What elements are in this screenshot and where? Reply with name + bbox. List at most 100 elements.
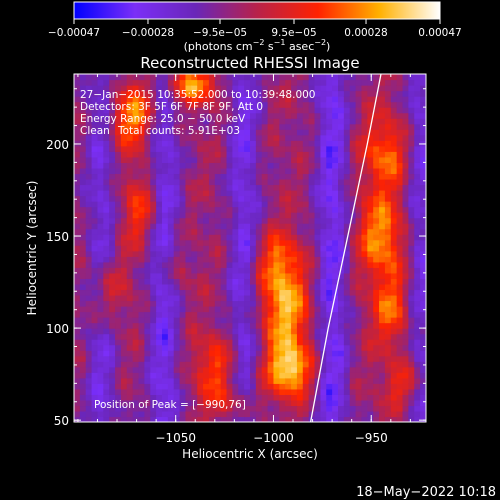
heatmap-cell: [332, 361, 339, 368]
heatmap-cell: [361, 140, 368, 147]
heatmap-cell: [138, 311, 145, 318]
heatmap-cell: [97, 267, 104, 274]
heatmap-cell: [402, 173, 409, 180]
heatmap-cell: [238, 322, 245, 329]
heatmap-cell: [361, 85, 368, 92]
heatmap-cell: [156, 394, 163, 401]
heatmap-cell: [302, 394, 310, 401]
heatmap-cell: [379, 190, 386, 197]
heatmap-cell: [396, 228, 404, 235]
heatmap-cell: [238, 234, 245, 241]
heatmap-cell: [338, 190, 345, 197]
heatmap-cell: [291, 96, 298, 103]
heatmap-cell: [220, 300, 228, 307]
heatmap-cell: [332, 245, 339, 252]
heatmap-cell: [361, 234, 368, 241]
heatmap-cell: [109, 256, 116, 263]
heatmap-cell: [150, 107, 157, 114]
heatmap-cell: [267, 223, 275, 230]
heatmap-cell: [179, 322, 187, 329]
heatmap-cell: [343, 228, 351, 235]
heatmap-cell: [244, 366, 251, 373]
heatmap-cell: [132, 162, 140, 169]
heatmap-cell: [197, 228, 204, 235]
heatmap-cell: [74, 306, 81, 313]
heatmap-cell: [326, 167, 333, 175]
heatmap-cell: [408, 212, 415, 219]
heatmap-cell: [384, 272, 392, 279]
heatmap-cell: [232, 350, 239, 357]
heatmap-cell: [74, 372, 81, 379]
heatmap-cell: [126, 107, 134, 114]
heatmap-cell: [191, 96, 198, 103]
heatmap-cell: [132, 317, 140, 324]
heatmap-cell: [156, 217, 163, 224]
heatmap-cell: [156, 377, 163, 384]
heatmap-cell: [226, 294, 233, 302]
heatmap-cell: [85, 377, 93, 384]
heatmap-cell: [314, 239, 321, 246]
heatmap-cell: [138, 184, 145, 191]
heatmap-cell: [120, 311, 128, 318]
heatmap-cell: [384, 107, 392, 114]
heatmap-cell: [396, 399, 404, 407]
heatmap-cell: [420, 317, 426, 324]
heatmap-cell: [79, 361, 87, 368]
heatmap-cell: [349, 151, 357, 158]
heatmap-cell: [132, 250, 140, 257]
heatmap-cell: [291, 366, 298, 373]
heatmap-cell: [132, 118, 140, 125]
heatmap-cell: [296, 339, 304, 346]
heatmap-cell: [85, 383, 93, 390]
heatmap-cell: [115, 322, 122, 329]
heatmap-cell: [173, 151, 181, 158]
heatmap-cell: [338, 289, 345, 296]
heatmap-cell: [120, 278, 128, 285]
heatmap-cell: [214, 190, 222, 197]
heatmap-cell: [162, 190, 169, 197]
heatmap-cell: [238, 206, 245, 213]
heatmap-cell: [109, 377, 116, 384]
heatmap-cell: [384, 178, 392, 186]
annotation-energy-range: Energy Range: 25.0 − 50.0 keV: [80, 113, 246, 125]
heatmap-cell: [326, 217, 333, 224]
heatmap-cell: [250, 394, 257, 401]
heatmap-cell: [226, 79, 233, 86]
heatmap-cell: [308, 372, 316, 379]
heatmap-cell: [250, 350, 257, 357]
heatmap-cell: [126, 361, 134, 368]
heatmap-cell: [85, 107, 93, 114]
heatmap-cell: [85, 405, 93, 412]
heatmap-cell: [220, 206, 228, 213]
heatmap-cell: [314, 366, 321, 373]
heatmap-cell: [162, 366, 169, 373]
heatmap-cell: [296, 162, 304, 169]
heatmap-cell: [314, 79, 321, 86]
heatmap-cell: [167, 184, 175, 191]
heatmap-cell: [214, 90, 222, 97]
heatmap-cell: [179, 350, 187, 357]
heatmap-cell: [414, 195, 421, 202]
heatmap-cell: [91, 328, 99, 335]
heatmap-cell: [408, 206, 415, 213]
heatmap-cell: [261, 250, 269, 257]
heatmap-cell: [85, 151, 93, 158]
heatmap-cell: [179, 206, 187, 213]
heatmap-cell: [197, 245, 204, 252]
heatmap-cell: [414, 228, 421, 235]
heatmap-cell: [197, 173, 204, 180]
heatmap-cell: [156, 339, 163, 346]
heatmap-cell: [326, 366, 333, 373]
heatmap-cell: [379, 328, 386, 335]
heatmap-cell: [91, 217, 99, 224]
heatmap-cell: [255, 96, 263, 103]
heatmap-cell: [384, 101, 392, 108]
heatmap-cell: [226, 306, 233, 313]
heatmap-cell: [361, 388, 368, 395]
heatmap-cell: [179, 90, 187, 97]
chart-title: Reconstructed RHESSI Image: [140, 54, 359, 72]
heatmap-cell: [332, 394, 339, 401]
heatmap-cell: [396, 333, 404, 340]
heatmap-cell: [261, 173, 269, 180]
heatmap-cell: [220, 250, 228, 257]
